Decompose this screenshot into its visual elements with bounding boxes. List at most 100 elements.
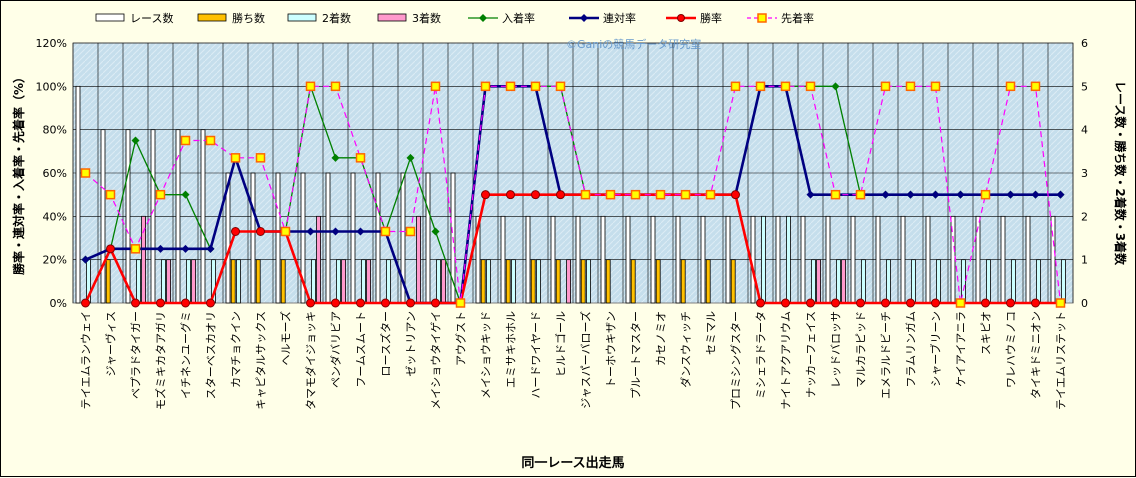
x-tick-label: メイショウキッド — [480, 311, 493, 399]
point-4 — [730, 81, 741, 92]
x-tick-label: プロミシングスター — [729, 311, 743, 410]
point-4 — [530, 81, 541, 92]
bar-1 — [525, 215, 531, 304]
point-2 — [206, 244, 215, 253]
point-4 — [680, 189, 691, 200]
point-4 — [430, 81, 441, 92]
x-tick-label: ロースズター — [379, 311, 393, 376]
bar-3 — [1036, 259, 1041, 304]
legend-swatch — [95, 13, 125, 22]
point-4 — [605, 189, 616, 200]
bar-1 — [575, 215, 581, 304]
point-3 — [81, 298, 90, 308]
y-right-tick-label: 4 — [1081, 124, 1088, 137]
point-3 — [306, 298, 315, 308]
legend-label: 入着率 — [502, 11, 535, 25]
x-tick-label: フームスムート — [355, 311, 368, 388]
bar-1 — [700, 215, 706, 304]
x-tick-label: プルートマスター — [630, 311, 643, 399]
point-3 — [881, 298, 890, 308]
point-4 — [580, 189, 591, 200]
bar-1 — [425, 172, 431, 304]
bar-1 — [650, 215, 656, 304]
bar-4 — [841, 259, 846, 304]
point-4 — [1005, 81, 1016, 92]
point-1 — [431, 227, 440, 236]
point-2 — [81, 255, 90, 264]
point-4 — [1030, 81, 1041, 92]
point-3 — [931, 298, 940, 308]
point-3 — [781, 298, 790, 308]
bar-3 — [485, 259, 491, 304]
bar-1 — [350, 172, 356, 304]
bar-3 — [385, 259, 391, 304]
point-4 — [930, 81, 941, 92]
point-2 — [181, 244, 190, 253]
point-1 — [181, 190, 190, 199]
legend-label: 勝ち数 — [232, 11, 265, 25]
bar-2 — [230, 259, 236, 304]
point-2 — [931, 190, 940, 199]
x-tick-label: ナッカーフェイス — [805, 311, 818, 398]
bar-3 — [310, 259, 316, 304]
legend-marker — [677, 14, 685, 22]
series-line-3 — [84, 193, 1061, 305]
series-line-4 — [85, 85, 1062, 304]
bar-3 — [936, 259, 941, 304]
point-4 — [705, 189, 716, 200]
point-4 — [330, 81, 341, 92]
bar-3 — [761, 215, 766, 304]
y-left-tick-label: 0% — [50, 297, 67, 310]
point-4 — [230, 153, 241, 163]
x-tick-label: マルカラピッド — [855, 311, 868, 388]
point-3 — [481, 190, 490, 200]
x-tick-label: スキピオ — [980, 311, 993, 355]
point-3 — [256, 227, 265, 236]
bar-3 — [911, 259, 916, 304]
point-3 — [156, 298, 165, 308]
bar-2 — [530, 259, 536, 304]
bar-3 — [886, 259, 891, 304]
y-right-tick-label: 1 — [1081, 254, 1088, 267]
x-tick-label: ヘルモーズ — [279, 311, 293, 365]
x-axis-title: 同一レース出走馬 — [521, 455, 624, 471]
y-right-tick-label: 6 — [1081, 37, 1088, 50]
point-3 — [806, 298, 815, 308]
point-2 — [156, 244, 165, 253]
legend-label: 連対率 — [603, 11, 636, 25]
bar-1 — [775, 215, 781, 304]
x-tick-label: エミサキホホル — [505, 311, 518, 388]
legend-label: 先着率 — [781, 11, 814, 25]
y-right-tick-label: 5 — [1081, 80, 1088, 93]
legend-swatch — [197, 13, 227, 22]
point-2 — [1006, 190, 1015, 199]
bar-4 — [166, 259, 172, 304]
bar-3 — [1061, 259, 1066, 304]
point-2 — [356, 227, 365, 236]
bar-3 — [586, 259, 591, 304]
bar-2 — [705, 259, 711, 304]
bar-1 — [900, 215, 906, 304]
y-left-axis-title: 勝率・連対率・入着率・先着率（%） — [11, 71, 26, 275]
legend-marker — [757, 13, 767, 23]
point-3 — [906, 298, 915, 308]
point-2 — [881, 190, 890, 199]
bar-4 — [341, 259, 347, 304]
x-tick-label: カマチョクイン — [230, 311, 243, 388]
bar-3 — [811, 259, 816, 304]
y-left-tick-label: 20% — [43, 254, 67, 267]
x-tick-label: ワレハウミノコ — [1005, 311, 1018, 388]
point-4 — [480, 81, 491, 92]
bar-3 — [160, 259, 166, 304]
point-4 — [880, 81, 891, 92]
point-4 — [205, 135, 216, 146]
bar-1 — [225, 172, 231, 304]
point-3 — [181, 298, 190, 308]
bar-4 — [416, 215, 422, 304]
x-tick-label: テイエムリステット — [1055, 311, 1068, 410]
bar-2 — [730, 259, 736, 304]
bar-1 — [675, 215, 681, 304]
x-tick-label: カセノミオ — [655, 311, 668, 366]
point-4 — [555, 81, 566, 92]
